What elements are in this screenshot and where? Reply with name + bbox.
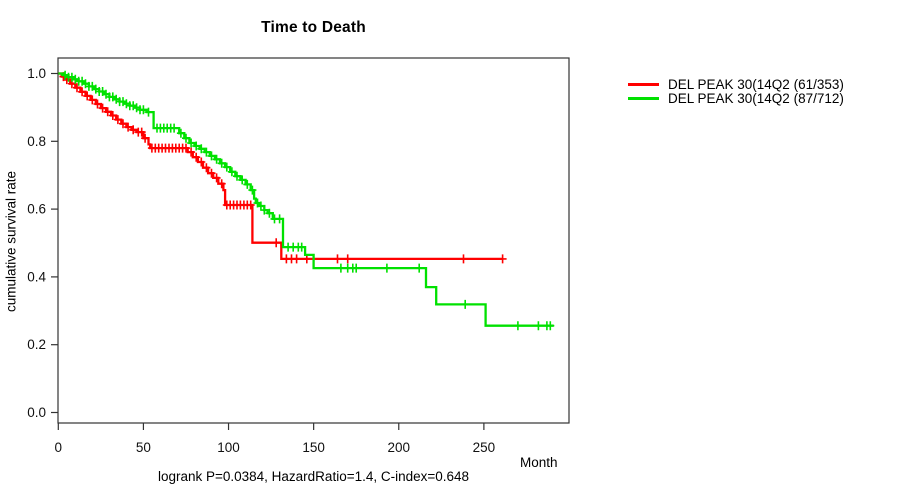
legend-line-swatch — [628, 96, 659, 100]
x-axis-label: Month — [520, 455, 558, 470]
y-tick-label: 1.0 — [27, 66, 46, 81]
y-tick-label: 0.0 — [27, 405, 46, 420]
x-tick-label: 100 — [217, 440, 240, 455]
legend: DEL PEAK 30(14Q2 (61/353) DEL PEAK 30(14Q… — [628, 77, 844, 106]
chart-title: Time to Death — [261, 19, 366, 36]
x-tick-label: 150 — [302, 440, 325, 455]
legend-item: DEL PEAK 30(14Q2 (87/712) — [628, 90, 844, 106]
censor-marks-group2 — [61, 70, 555, 331]
legend-label: DEL PEAK 30(14Q2 (61/353) — [668, 77, 844, 93]
legend-line-swatch — [628, 83, 659, 87]
stats-annotation: logrank P=0.0384, HazardRatio=1.4, C-ind… — [157, 469, 470, 484]
x-tick-label: 0 — [55, 440, 63, 455]
legend-label: DEL PEAK 30(14Q2 (87/712) — [668, 90, 844, 106]
x-tick-label: 200 — [388, 440, 411, 455]
y-tick-label: 0.6 — [27, 202, 46, 217]
survival-curve-group2 — [58, 72, 554, 327]
y-tick-label: 0.8 — [27, 134, 46, 149]
censor-marks-group1 — [59, 72, 507, 264]
legend-item: DEL PEAK 30(14Q2 (61/353) — [628, 77, 844, 93]
x-tick-label: 250 — [473, 440, 496, 455]
plot-frame — [57, 57, 570, 424]
y-tick-label: 0.2 — [27, 337, 46, 352]
x-tick-label: 50 — [136, 440, 151, 455]
y-tick-label: 0.4 — [27, 269, 46, 284]
